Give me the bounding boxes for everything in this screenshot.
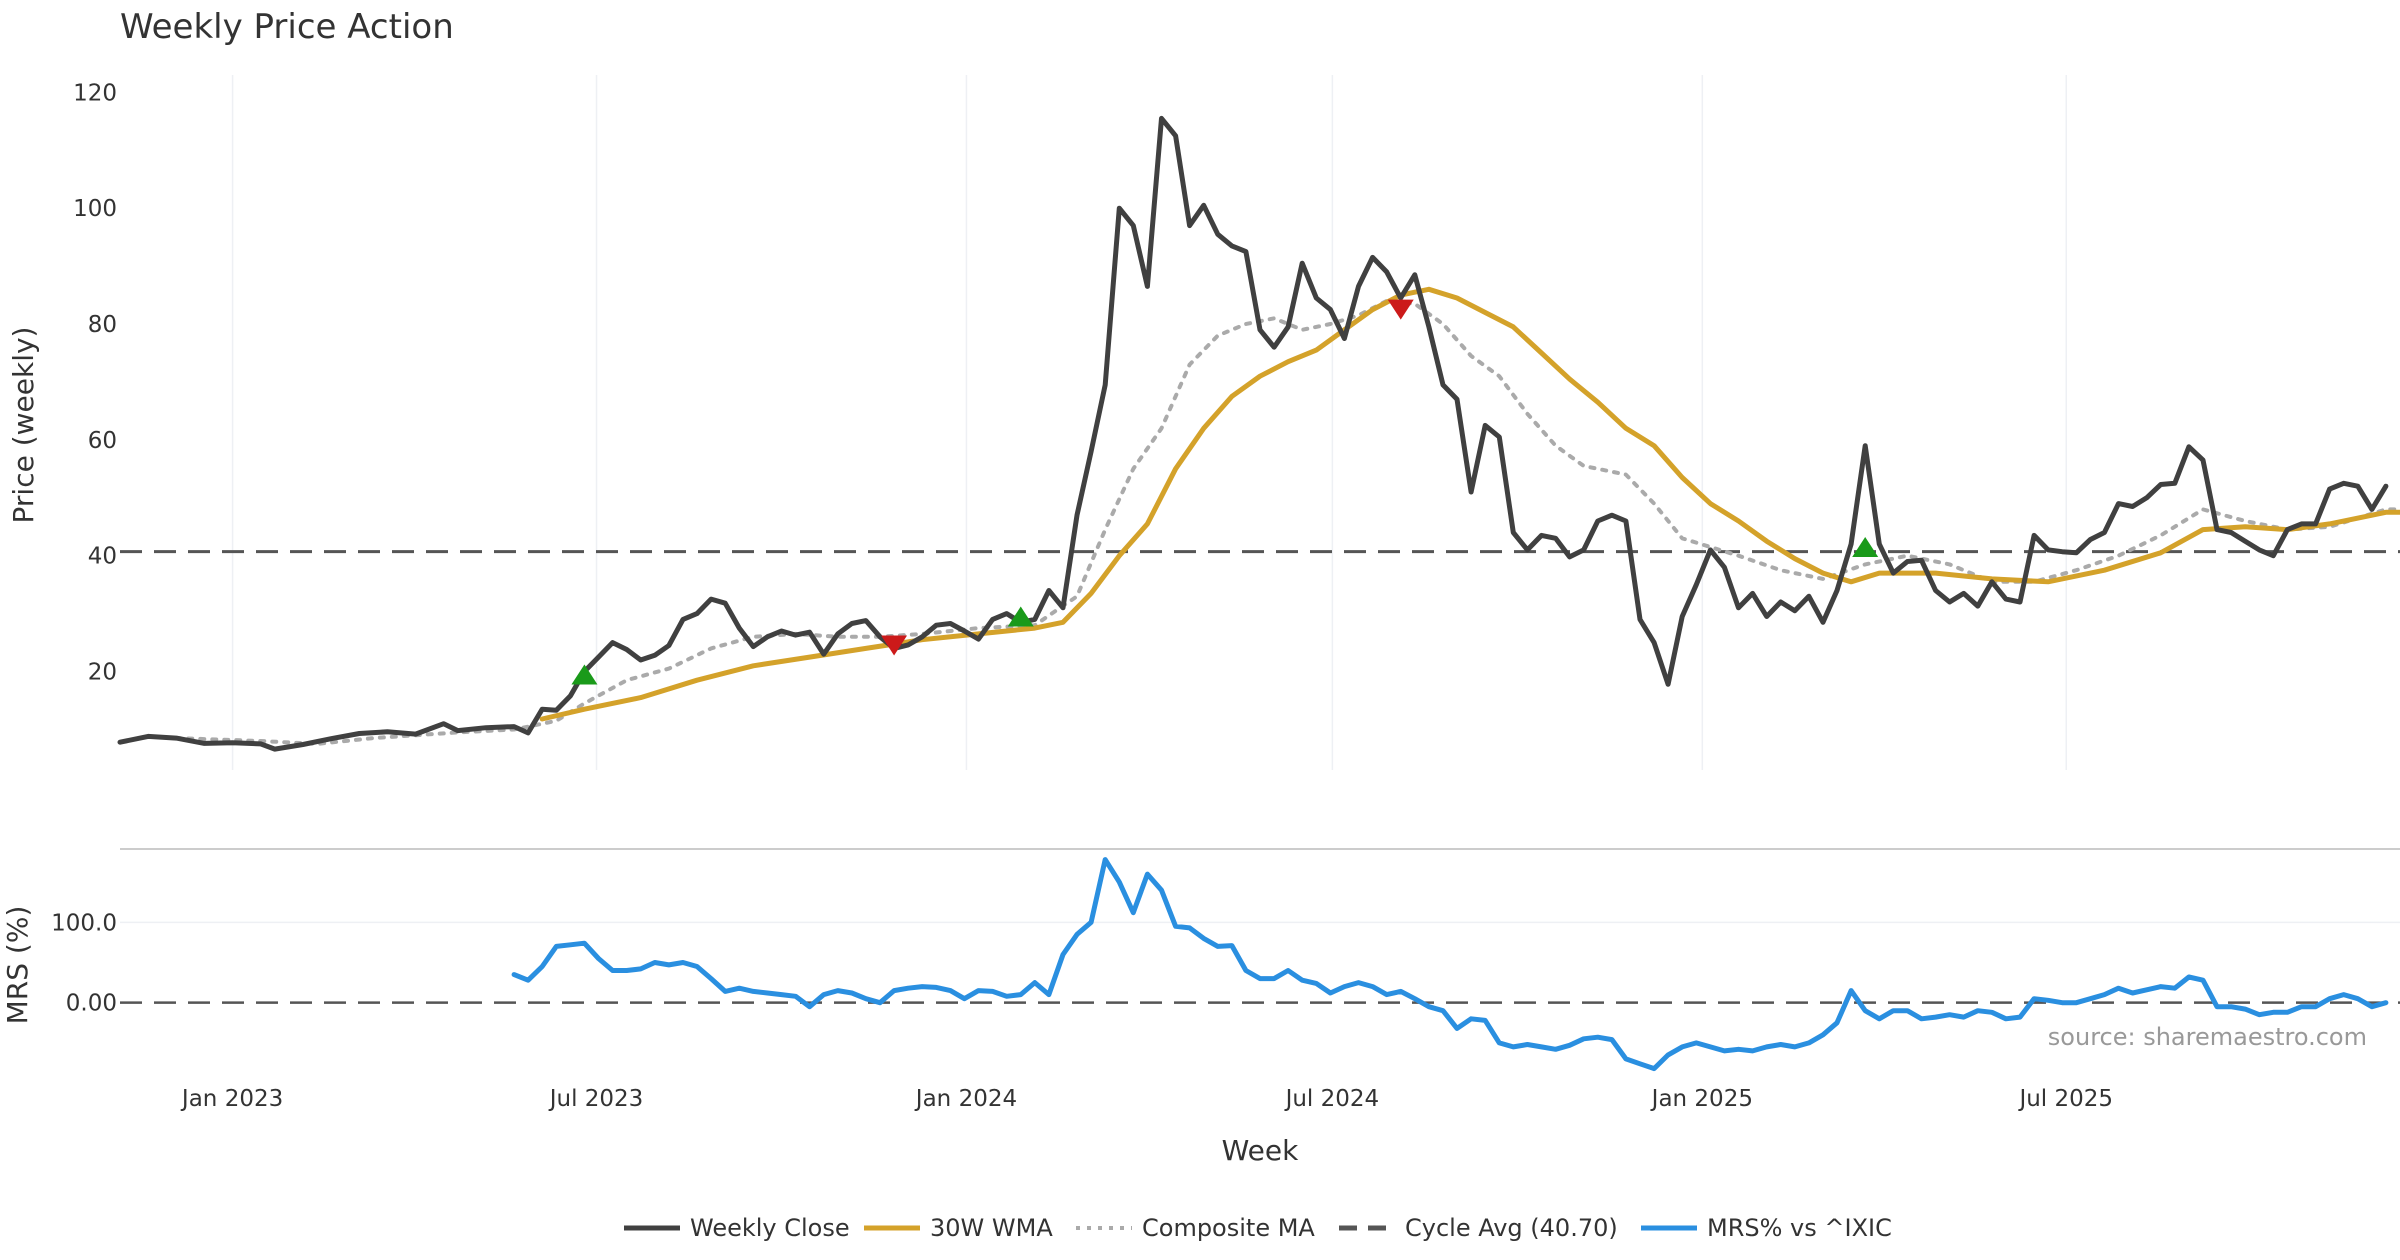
buy-signal-marker: [1007, 606, 1034, 627]
x-tick-label: Jan 2024: [914, 1086, 1017, 1112]
legend: Weekly Close 30W WMA Composite MA Cycle Avg…: [624, 1214, 1892, 1242]
price-y-tick-label: 80: [88, 312, 117, 338]
chart-title: Weekly Price Action: [120, 7, 454, 47]
legend-item-mrs-vs-ixic: MRS% vs ^IXIC: [1641, 1214, 1892, 1242]
price-y-tick-label: 100: [73, 196, 117, 222]
legend-item-30w-wma: 30W WMA: [864, 1214, 1053, 1242]
series-line-weekly-close: [117, 115, 2389, 752]
x-tick-label: Jan 2025: [1650, 1086, 1753, 1112]
sell-signal-marker: [1387, 299, 1414, 320]
price-y-tick-label: 40: [88, 544, 117, 570]
legend-label: 30W WMA: [930, 1214, 1053, 1242]
legend-label: Cycle Avg (40.70): [1405, 1214, 1618, 1242]
x-tick-label: Jul 2023: [548, 1086, 644, 1112]
legend-label: MRS% vs ^IXIC: [1707, 1214, 1892, 1242]
price-y-tick-label: 20: [88, 660, 117, 686]
legend-item-weekly-close: Weekly Close: [624, 1214, 850, 1242]
mrs-axis-title: MRS (%): [1, 906, 34, 1025]
buy-signal-marker: [1852, 537, 1879, 558]
price-axis-title: Price (weekly): [7, 327, 40, 524]
buy-signal-marker: [571, 664, 598, 685]
x-axis-title: Week: [1222, 1134, 1299, 1167]
x-tick-label: Jul 2025: [2017, 1086, 2113, 1112]
legend-label: Composite MA: [1142, 1214, 1315, 1242]
x-tick-label: Jul 2024: [1284, 1086, 1380, 1112]
series-line-mrs-vs-ixic: [511, 857, 2389, 1072]
x-tick-label: Jan 2023: [180, 1086, 283, 1112]
legend-item-composite-ma: Composite MA: [1076, 1214, 1315, 1242]
price-y-tick-label: 60: [88, 428, 117, 454]
series-line-30w-wma: [539, 286, 2400, 722]
grid-layer: [120, 75, 2400, 924]
legend-label: Weekly Close: [690, 1214, 850, 1242]
price-y-tick-label: 120: [73, 80, 117, 106]
sell-signal-marker: [881, 635, 908, 656]
signal-markers: [571, 299, 1879, 685]
tick-labels: Jan 2023 Jul 2023 Jan 2024 Jul 2024 Jan 2025…: [51, 80, 2113, 1112]
source-note: source: sharemaestro.com: [2048, 1023, 2367, 1051]
reference-lines: [120, 550, 2400, 1004]
mrs-y-tick-label: 0.00: [66, 991, 117, 1017]
series-layer: [117, 115, 2400, 1072]
legend-item-cycle-avg-40-70: Cycle Avg (40.70): [1339, 1214, 1618, 1242]
mrs-y-tick-label: 100.0: [51, 910, 117, 936]
